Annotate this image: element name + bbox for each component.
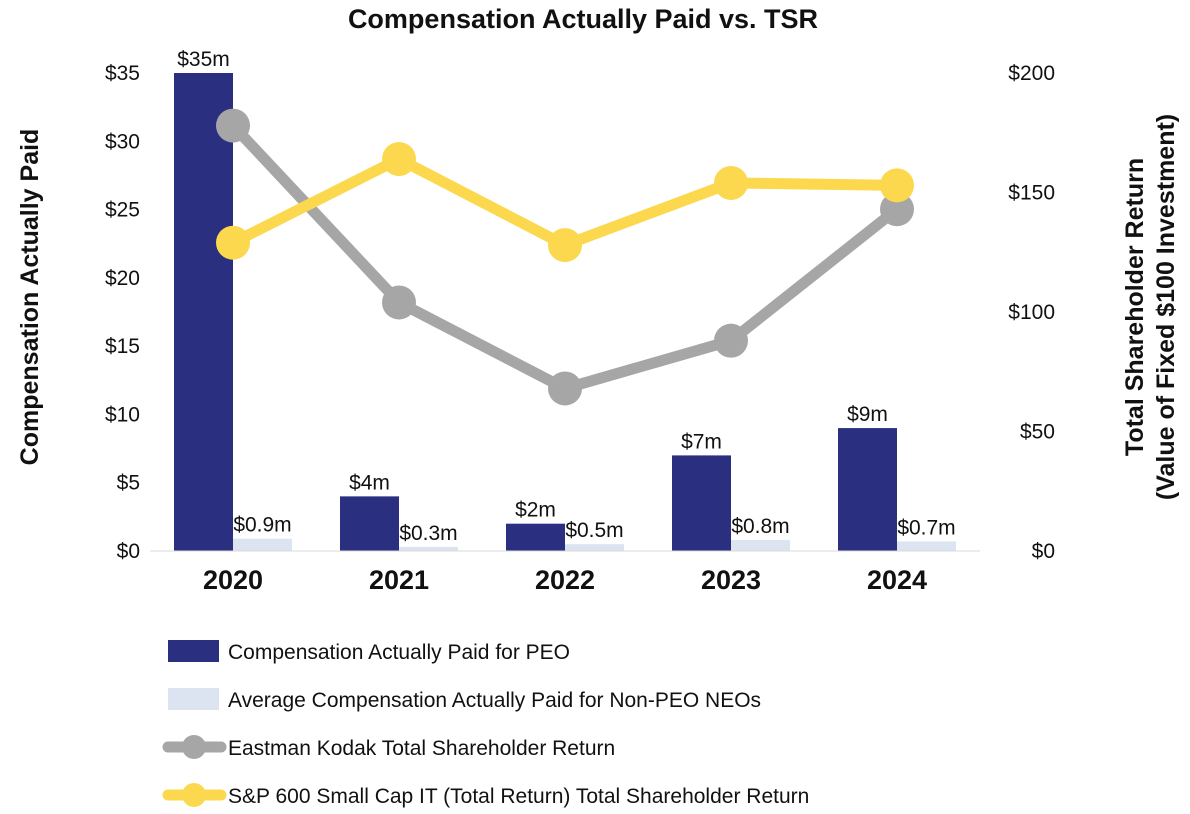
x-axis: 2020 2021 2022 2023 2024 <box>150 550 980 595</box>
y2-tick-label: $100 <box>1008 301 1055 324</box>
y2-tick-label: $50 <box>1020 421 1055 444</box>
y-tick-label: $0 <box>117 540 140 563</box>
neo-cap-data-label: $0.3m <box>399 522 457 545</box>
x-tick-label: 2023 <box>701 565 761 595</box>
left-axis-ticks: $0 $5 $10 $15 $20 $25 $30 $35 <box>105 62 140 563</box>
y2-tick-label: $0 <box>1032 540 1055 563</box>
sp600-tsr-marker <box>216 225 250 260</box>
peo-cap-bar <box>174 73 233 551</box>
y-tick-label: $25 <box>105 199 140 222</box>
legend-swatch-marker <box>182 783 206 807</box>
y2-tick-label: $200 <box>1008 62 1055 85</box>
peo-cap-bar <box>838 428 897 551</box>
sp600-tsr-marker <box>880 168 914 203</box>
x-tick-label: 2022 <box>535 565 595 595</box>
peo-cap-data-label: $2m <box>515 499 556 522</box>
y-tick-label: $10 <box>105 403 140 426</box>
chart-title: Compensation Actually Paid vs. TSR <box>348 4 818 34</box>
x-tick-label: 2024 <box>867 565 927 595</box>
kodak-tsr-marker <box>216 108 250 143</box>
kodak-tsr-marker <box>714 323 748 358</box>
legend-swatch <box>168 640 219 662</box>
legend-label: Compensation Actually Paid for PEO <box>228 641 570 664</box>
neo-cap-bar <box>731 540 790 551</box>
bars: $35m $4m $2m $7m $9m $0.9m $0.3m $0.5m $0.8m $0.7… <box>174 48 956 551</box>
legend-label: Eastman Kodak Total Shareholder Return <box>228 737 615 760</box>
right-axis-ticks: $0 $50 $100 $150 $200 <box>1008 62 1055 563</box>
peo-cap-data-label: $4m <box>349 471 390 494</box>
sp600-tsr-marker <box>714 165 748 200</box>
x-tick-label: 2020 <box>203 565 263 595</box>
sp600-tsr-marker <box>548 228 582 263</box>
kodak-tsr-marker <box>880 192 914 227</box>
y2-axis-label-line1: Total Shareholder Return <box>1121 158 1149 456</box>
y-tick-label: $5 <box>117 472 140 495</box>
peo-cap-bar <box>672 455 731 551</box>
y2-tick-label: $150 <box>1008 182 1055 205</box>
legend: Compensation Actually Paid for PEO Averag… <box>162 640 809 808</box>
peo-cap-data-label: $7m <box>681 430 722 453</box>
tsr-lines <box>216 108 914 406</box>
legend-swatch-marker <box>182 735 206 759</box>
legend-label: Average Compensation Actually Paid for N… <box>228 689 761 712</box>
y-tick-label: $35 <box>105 62 140 85</box>
neo-cap-data-label: $0.7m <box>897 516 955 539</box>
neo-cap-data-label: $0.5m <box>565 519 623 542</box>
y-tick-label: $20 <box>105 267 140 290</box>
neo-cap-bar <box>565 544 624 551</box>
kodak-tsr-marker <box>548 371 582 406</box>
peo-cap-data-label: $35m <box>177 48 230 71</box>
y-tick-label: $30 <box>105 130 140 153</box>
kodak-tsr-marker <box>382 285 416 320</box>
y-tick-label: $15 <box>105 335 140 358</box>
sp600-tsr-marker <box>382 142 416 177</box>
neo-cap-data-label: $0.9m <box>233 514 291 537</box>
y-axis-label: Compensation Actually Paid <box>16 129 44 466</box>
neo-cap-bar <box>233 538 292 551</box>
legend-label: S&P 600 Small Cap IT (Total Return) Tota… <box>228 785 809 808</box>
neo-cap-bar <box>897 541 956 551</box>
neo-cap-bar <box>399 546 458 551</box>
neo-cap-data-label: $0.8m <box>731 515 789 538</box>
legend-swatch <box>168 688 219 710</box>
x-tick-label: 2021 <box>369 565 429 595</box>
peo-cap-bar <box>506 523 565 551</box>
y2-axis-label-line2: (Value of Fixed $100 Investment) <box>1152 114 1180 500</box>
peo-cap-bar <box>340 496 399 551</box>
peo-cap-data-label: $9m <box>847 403 888 426</box>
